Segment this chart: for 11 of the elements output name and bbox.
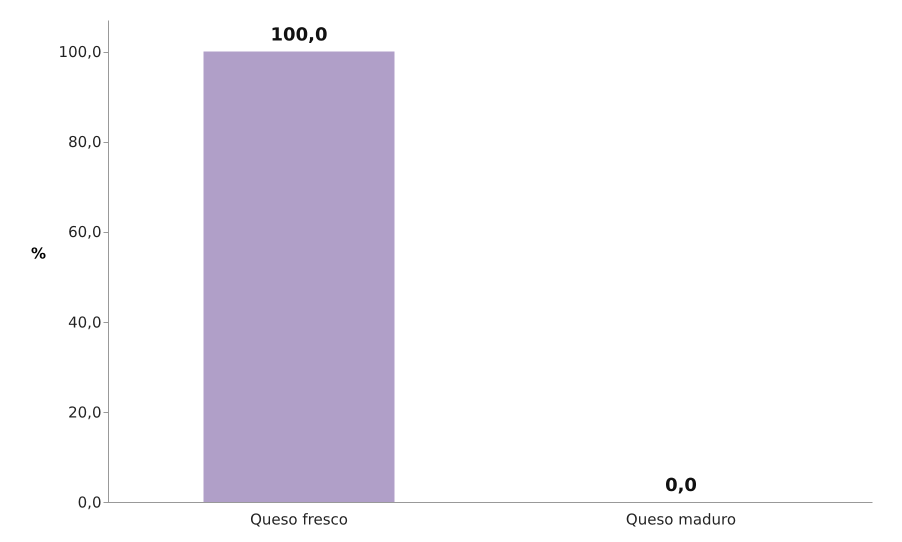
y-tick-label: 60,0 <box>68 223 102 242</box>
data-label: 0,0 <box>665 475 697 496</box>
data-label: 100,0 <box>270 24 328 46</box>
x-tick-label: Queso maduro <box>626 510 736 528</box>
y-tick-label: 80,0 <box>68 133 102 152</box>
y-tick-label: 0,0 <box>78 494 102 512</box>
y-tick-label: 100,0 <box>58 43 102 62</box>
y-tick-label: 40,0 <box>68 313 102 332</box>
y-tick-label: 20,0 <box>68 403 102 422</box>
y-axis-title: % <box>31 244 46 262</box>
x-tick-label: Queso fresco <box>250 510 348 528</box>
